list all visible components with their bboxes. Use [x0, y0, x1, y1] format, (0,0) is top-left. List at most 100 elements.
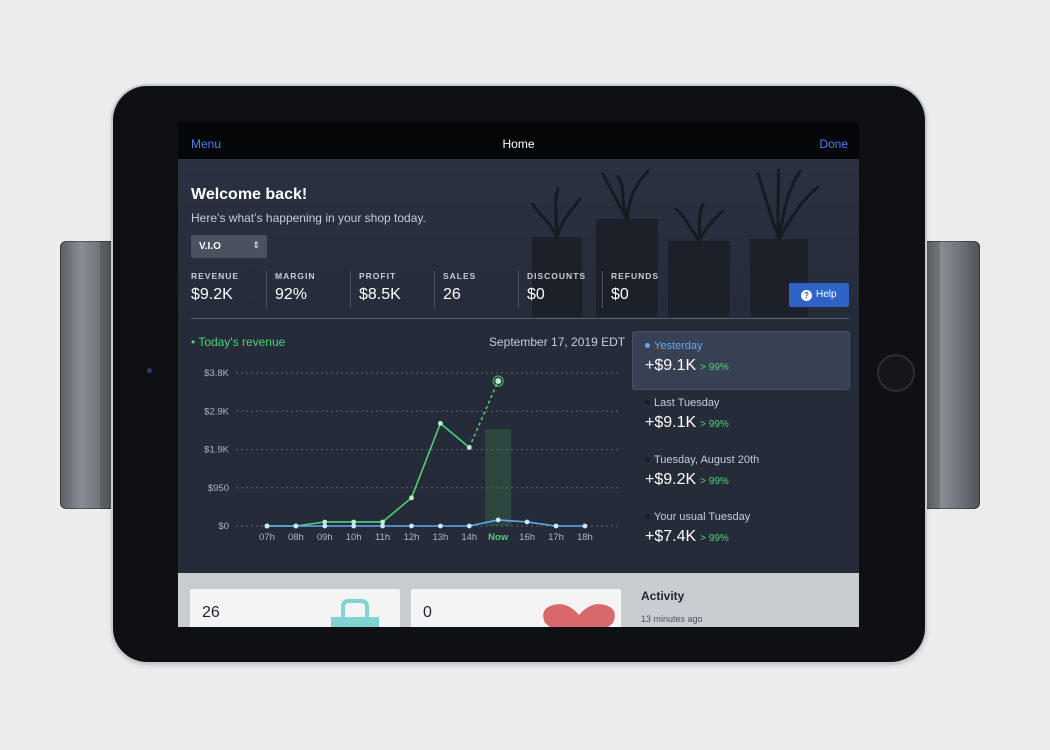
y-tick-label: $0 [218, 521, 229, 532]
x-tick-label: 11h [375, 532, 390, 543]
y-tick-label: $3.8K [204, 368, 229, 379]
help-label: Help [816, 289, 837, 300]
data-point [438, 420, 443, 426]
data-point [582, 523, 588, 529]
data-point [409, 523, 414, 529]
comparison-change: > 99% [700, 419, 729, 430]
card-value: 26 [202, 604, 220, 621]
data-point [438, 523, 443, 529]
metric-margin: MARGIN 92% [266, 271, 315, 308]
navbar: Menu Home Done [178, 122, 859, 159]
camera-icon [147, 368, 152, 373]
x-tick-label: 12h [404, 532, 420, 543]
data-point [351, 523, 357, 529]
comparison-value: +$9.1K [645, 357, 697, 374]
metric-discounts: DISCOUNTS $0 [518, 271, 586, 308]
data-point [322, 519, 328, 525]
welcome-subtitle: Here’s what’s happening in your shop tod… [191, 211, 426, 225]
home-button[interactable] [877, 354, 915, 392]
chart-title: • Today's revenue [191, 335, 286, 349]
store-select-value: V.I.O [199, 241, 221, 252]
data-point [495, 378, 502, 385]
data-point [553, 523, 559, 529]
metric-value: $0 [527, 286, 545, 303]
data-point [322, 523, 328, 529]
data-point [380, 523, 385, 529]
metric-value: $0 [611, 286, 629, 303]
comparison-label: Your usual Tuesday [654, 511, 751, 523]
data-point [495, 517, 501, 523]
metric-label: REFUNDS [611, 271, 660, 281]
metric-profit: PROFIT $8.5K [350, 271, 401, 308]
question-icon: ? [801, 290, 812, 301]
x-tick-label: 13h [432, 532, 448, 543]
data-point [466, 523, 472, 529]
refunds-card[interactable]: 0 [411, 589, 621, 627]
data-point [466, 445, 472, 450]
card-value: 0 [423, 604, 432, 621]
dot-icon [645, 400, 650, 405]
data-point [524, 519, 530, 525]
y-tick-label: $2.9K [204, 406, 229, 417]
bottom-section: 26 0 Activity 13 minutes ago [178, 573, 859, 627]
activity-time: 13 minutes ago [641, 614, 703, 624]
divider [191, 318, 849, 319]
data-point [293, 523, 299, 529]
comparison-change: > 99% [700, 476, 729, 487]
mount-clamp-left [60, 241, 120, 509]
page-title: Home [502, 137, 535, 151]
comparison-last-tuesday[interactable]: Last Tuesday +$9.1K > 99% [633, 389, 849, 446]
welcome-heading: Welcome back! [191, 186, 308, 203]
chevron-updown-icon: ⇕ [252, 240, 260, 250]
comparison-usual-tuesday[interactable]: Your usual Tuesday +$7.4K > 99% [633, 503, 849, 560]
metric-value: 26 [443, 286, 461, 303]
series-line [267, 421, 470, 527]
x-tick-label: 18h [577, 532, 593, 543]
metric-refunds: REFUNDS $0 [602, 271, 659, 308]
x-tick-label: 14h [461, 532, 477, 543]
metric-value: $9.2K [191, 286, 233, 303]
mount-clamp-right [920, 241, 980, 509]
dot-icon [645, 343, 650, 348]
comparison-label: Yesterday [654, 340, 703, 352]
x-tick-label: Now [488, 532, 509, 543]
heart-icon [543, 604, 615, 627]
activity-title: Activity [641, 589, 685, 603]
metric-label: SALES [443, 271, 477, 281]
chart-date: September 17, 2019 EDT [489, 335, 626, 349]
comparison-yesterday[interactable]: Yesterday +$9.1K > 99% [633, 332, 849, 389]
data-point [351, 519, 357, 525]
x-tick-label: 10h [346, 532, 362, 543]
data-point [380, 519, 385, 525]
comparison-change: > 99% [700, 362, 729, 373]
data-point-ring [492, 375, 504, 387]
dot-icon [645, 514, 650, 519]
metric-label: REVENUE [191, 271, 240, 281]
comparison-value: +$7.4K [645, 528, 697, 545]
now-highlight [485, 429, 512, 526]
x-tick-label: 07h [259, 532, 275, 543]
menu-button[interactable]: Menu [191, 137, 222, 151]
metric-value: 92% [275, 286, 308, 303]
x-tick-label: 09h [317, 532, 333, 543]
metric-sales: SALES 26 [434, 271, 476, 308]
comparison-august-20[interactable]: Tuesday, August 20th +$9.2K > 99% [633, 446, 849, 503]
comparison-label: Last Tuesday [654, 397, 720, 409]
screen: Menu Home Done Welcome back! [178, 122, 859, 627]
comparison-change: > 99% [700, 533, 729, 544]
help-button[interactable]: ? Help [789, 283, 849, 307]
data-point [409, 495, 414, 501]
comparison-value: +$9.2K [645, 471, 697, 488]
store-select[interactable]: V.I.O ⇕ [191, 235, 267, 258]
sales-card[interactable]: 26 [190, 589, 400, 627]
metric-label: DISCOUNTS [527, 271, 587, 281]
plant-decoration-icon [531, 169, 820, 317]
y-tick-label: $1.9K [204, 445, 229, 456]
metric-label: PROFIT [359, 271, 397, 281]
done-button[interactable]: Done [819, 137, 848, 151]
y-tick-label: $950 [208, 483, 229, 494]
data-point [264, 523, 270, 529]
shopping-bag-icon [331, 599, 379, 627]
comparison-panel: Yesterday +$9.1K > 99% Last Tuesday +$9.1… [633, 332, 849, 560]
